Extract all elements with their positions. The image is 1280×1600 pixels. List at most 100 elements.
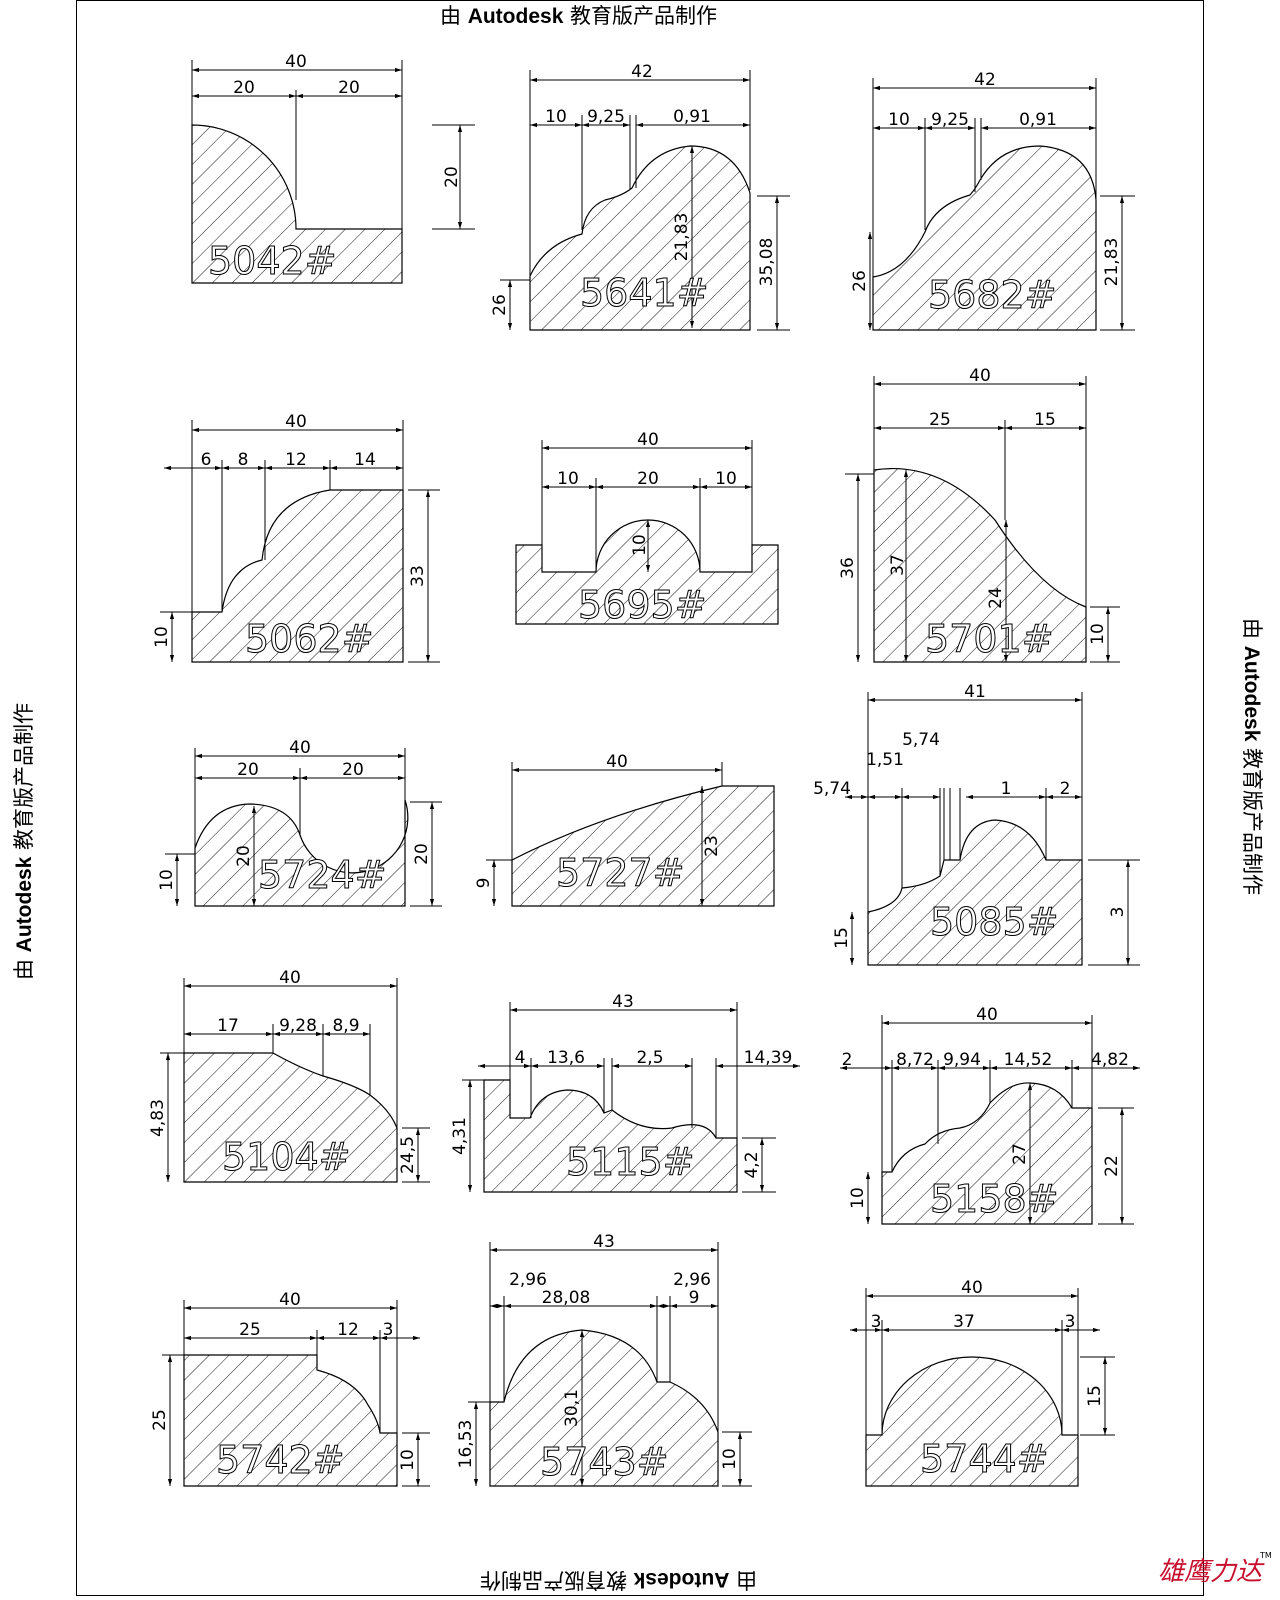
dimension-value: 10 xyxy=(888,110,910,130)
profile-5742: 40 25 12 3 25 10 5742# xyxy=(150,1290,430,1487)
profile-5042: 40 20 20 20 5042# xyxy=(191,52,475,284)
dimension-value: 24 xyxy=(986,587,1006,609)
profile-label: 5085# xyxy=(930,900,1059,944)
dimension-value: 9,94 xyxy=(943,1050,981,1070)
dimension-value: 9,25 xyxy=(587,107,625,127)
profile-label: 5727# xyxy=(556,851,685,895)
dimension-value: 40 xyxy=(961,1278,983,1298)
profile-5727: 40 9 23 5727# xyxy=(474,752,775,907)
dimension-value: 40 xyxy=(285,412,307,432)
dimension-value: 22 xyxy=(1102,1155,1122,1177)
dimension-value: 3 xyxy=(871,1312,882,1332)
dimension-value: 8,72 xyxy=(896,1050,934,1070)
profile-label: 5742# xyxy=(216,1438,345,1482)
dimension-value: 28,08 xyxy=(542,1288,591,1308)
dimension-value: 20 xyxy=(237,760,259,780)
dimension-value: 40 xyxy=(279,1290,301,1310)
dimension-value: 43 xyxy=(593,1232,615,1252)
dimension-value: 1 xyxy=(1001,779,1012,799)
dimension-value: 5,74 xyxy=(902,730,940,750)
dimension-value: 37 xyxy=(888,554,908,576)
dimension-value: 14,52 xyxy=(1004,1050,1053,1070)
dimension-value: 6 xyxy=(201,450,212,470)
dimension-value: 37 xyxy=(953,1312,975,1332)
dimension-value: 40 xyxy=(289,738,311,758)
dimension-value: 15 xyxy=(832,927,852,949)
dimension-value: 2 xyxy=(1060,779,1071,799)
dimension-value: 26 xyxy=(850,270,870,292)
profile-label: 5744# xyxy=(920,1437,1049,1481)
dimension-value: 4,83 xyxy=(148,1099,168,1137)
profile-outline xyxy=(867,819,1083,966)
dimension-value: 36 xyxy=(838,557,858,579)
profile-outline xyxy=(483,1079,738,1193)
profile-outline xyxy=(183,1052,398,1183)
dimension-value: 14 xyxy=(354,450,376,470)
dimension-value: 15 xyxy=(1085,1385,1105,1407)
profile-5158: 40 2 8,72 9,94 14,52 4,82 27 22 10 5158# xyxy=(840,1005,1140,1225)
dimension-value: 24,5 xyxy=(398,1136,418,1174)
dimension-value: 20 xyxy=(442,166,462,188)
dimension-value: 13,6 xyxy=(547,1048,585,1068)
profile-label: 5682# xyxy=(928,273,1057,317)
dimension-value: 20 xyxy=(637,469,659,489)
profile-label: 5042# xyxy=(208,239,337,283)
dimension-value: 16,53 xyxy=(456,1420,476,1469)
dimension-value: 35,08 xyxy=(757,238,777,287)
dimension-value: 42 xyxy=(631,62,653,82)
profile-5744: 40 3 37 3 15 5744# xyxy=(850,1278,1115,1487)
dimension-value: 0,91 xyxy=(673,107,711,127)
dimension-value: 21,83 xyxy=(1102,238,1122,287)
dimension-value: 12 xyxy=(337,1320,359,1340)
dimension-value: 40 xyxy=(969,366,991,386)
profile-outline xyxy=(873,468,1087,663)
profile-outline xyxy=(511,785,775,907)
dimension-value: 10 xyxy=(557,469,579,489)
profile-outline xyxy=(865,1356,1079,1487)
dimension-value: 3 xyxy=(383,1320,394,1340)
profile-label: 5695# xyxy=(578,583,707,627)
dimension-value: 10 xyxy=(157,869,177,891)
dimension-value: 3 xyxy=(1108,907,1128,918)
dimension-value: 8 xyxy=(238,450,249,470)
brand-logo: 雄鹰力达 TM xyxy=(1158,1551,1272,1587)
dimension-value: 33 xyxy=(408,565,428,587)
profile-label: 5104# xyxy=(222,1135,351,1179)
dimension-value: 9,25 xyxy=(931,110,969,130)
dimension-value: 5,74 xyxy=(813,779,851,799)
dimension-value: 10 xyxy=(398,1449,418,1471)
profile-5682: 42 10 9,25 0,91 21,83 26 5682# xyxy=(850,70,1135,331)
dimension-value: 12 xyxy=(285,450,307,470)
dimension-value: 25 xyxy=(239,1320,261,1340)
dimension-value: 10 xyxy=(1088,623,1108,645)
dimension-value: 42 xyxy=(974,70,996,90)
profile-label: 5743# xyxy=(540,1440,669,1484)
profile-label: 5724# xyxy=(258,853,387,897)
dimension-value: 2,5 xyxy=(636,1048,663,1068)
dimension-value: 10 xyxy=(152,626,172,648)
dimension-value: 21,83 xyxy=(672,213,692,262)
dimension-value: 1,51 xyxy=(866,750,904,770)
profile-label: 5062# xyxy=(245,617,374,661)
dimension-value: 40 xyxy=(606,752,628,772)
profile-5104: 40 17 9,28 8,9 4,83 24,5 5104# xyxy=(148,968,430,1183)
drawing-frame xyxy=(76,0,1204,1596)
dimension-value: 0,91 xyxy=(1019,110,1057,130)
dimension-value: 8,9 xyxy=(332,1016,359,1036)
dimension-value: 40 xyxy=(637,430,659,450)
dimension-value: 10 xyxy=(630,534,650,556)
logo-text: 雄鹰力达 xyxy=(1158,1557,1265,1587)
profile-outline xyxy=(194,799,409,907)
dimension-value: 20 xyxy=(233,78,255,98)
dimension-value: 25 xyxy=(929,410,951,430)
dimension-value: 43 xyxy=(612,992,634,1012)
dimension-value: 40 xyxy=(285,52,307,72)
dimension-value: 2,96 xyxy=(509,1270,547,1290)
dimension-value: 15 xyxy=(1034,410,1056,430)
dimension-value: 4 xyxy=(515,1048,526,1068)
dimension-value: 26 xyxy=(490,294,510,316)
profile-5641: 42 10 9,25 0,91 21,83 35,08 26 5641# xyxy=(490,62,790,331)
dimension-value: 9,28 xyxy=(279,1016,317,1036)
